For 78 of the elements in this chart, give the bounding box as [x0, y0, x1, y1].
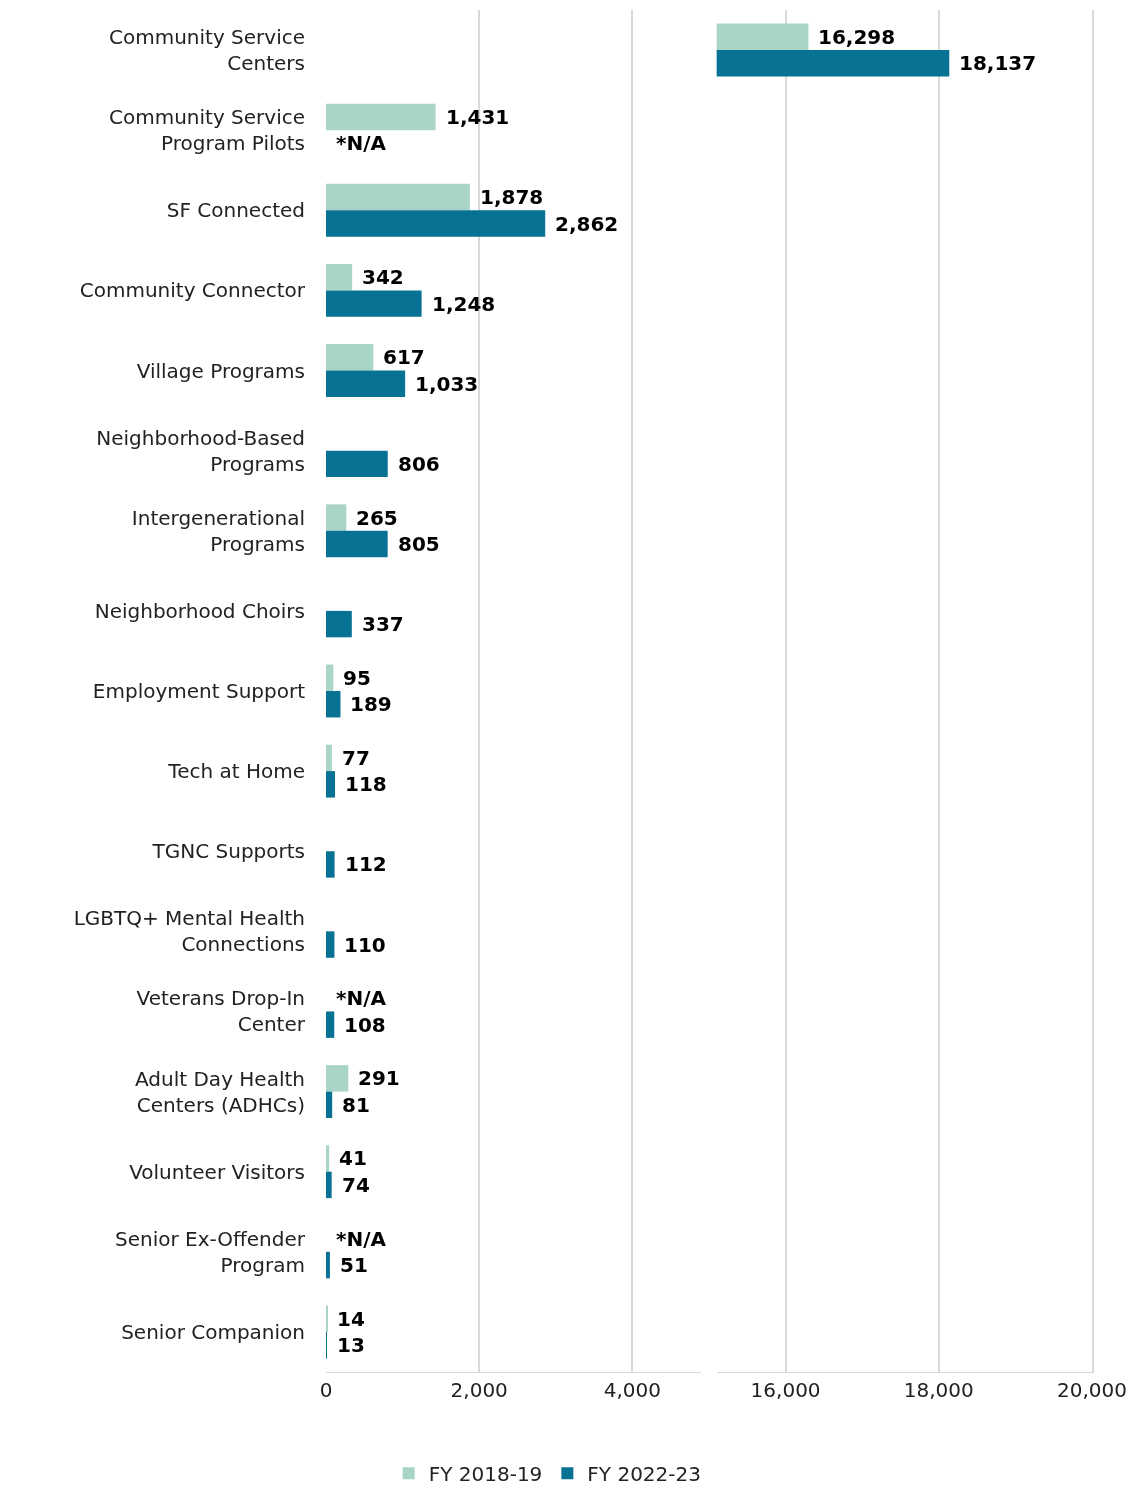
bar	[326, 344, 374, 371]
y-tick-label: Community Connector	[79, 278, 306, 303]
y-tick-label: Neighborhood Choirs	[94, 598, 305, 623]
bar	[326, 1251, 330, 1279]
y-tick-label: Neighborhood-Based Programs	[96, 425, 305, 476]
bar	[326, 1011, 335, 1038]
y-tick-label: Volunteer Visitors	[129, 1159, 305, 1184]
data-label: 108	[344, 1013, 386, 1037]
data-label: 189	[350, 692, 392, 716]
data-label: 1,033	[415, 372, 479, 396]
text: *N/A	[336, 131, 386, 155]
bar	[326, 1091, 333, 1119]
bar	[326, 851, 335, 878]
bar	[326, 450, 388, 478]
x-tick-label: 4,000	[603, 1378, 662, 1402]
bar	[326, 210, 546, 237]
data-label: 1,878	[480, 185, 544, 209]
bar	[326, 263, 353, 291]
data-label: 112	[345, 852, 387, 876]
bar	[326, 1145, 330, 1172]
data-label: 805	[398, 532, 440, 556]
y-tick-label: Adult Day Health Centers (ADHCs)	[135, 1066, 305, 1117]
data-label: 41	[339, 1146, 367, 1170]
bar	[326, 931, 335, 958]
x-tick-label: 20,000	[1057, 1378, 1127, 1402]
y-tick-label: SF Connected	[166, 198, 305, 223]
y-tick-label: TGNC Supports	[151, 839, 305, 864]
data-label: 337	[362, 612, 404, 636]
data-label: 18,137	[959, 51, 1037, 75]
data-label: 265	[356, 506, 398, 530]
legend-label: FY 2018-19	[428, 1462, 543, 1487]
bar	[326, 290, 422, 317]
y-tick-label: Senior Companion	[121, 1319, 305, 1344]
text: *N/A	[336, 986, 386, 1010]
y-tick-label: Village Programs	[136, 358, 305, 383]
data-label: 1,431	[446, 105, 510, 129]
data-label: 1,248	[432, 292, 496, 316]
data-label: 13	[337, 1333, 365, 1357]
x-tick-label: 2,000	[450, 1378, 508, 1402]
data-label: 342	[362, 265, 404, 289]
bar	[326, 1171, 332, 1199]
bar	[326, 744, 332, 772]
data-label: 77	[342, 746, 370, 770]
y-tick-label: Senior Ex-Offender Program	[114, 1226, 306, 1277]
bar	[326, 504, 347, 531]
x-tick-label: 16,000	[750, 1378, 821, 1402]
bar	[326, 771, 336, 798]
bar	[326, 664, 334, 691]
y-tick-label: Intergenerational Programs	[131, 505, 305, 556]
data-label: 110	[344, 933, 386, 957]
bar	[326, 691, 341, 718]
data-label: 81	[342, 1093, 370, 1117]
data-label: 2,862	[555, 212, 619, 236]
bar	[326, 103, 436, 131]
data-label: 14	[337, 1307, 365, 1331]
y-tick-label: Tech at Home	[167, 759, 305, 784]
x-tick-label: 18,000	[903, 1378, 974, 1402]
y-tick-label: Veterans Drop-In Center	[136, 986, 306, 1037]
data-label: 74	[342, 1173, 370, 1197]
bar	[326, 370, 406, 397]
y-tick-label: LGBTQ+ Mental Health Connections	[73, 906, 305, 957]
bar	[326, 610, 352, 638]
y-tick-label: Community Service Centers	[108, 25, 305, 76]
bar	[326, 183, 470, 211]
data-label: 118	[345, 772, 387, 796]
legend-label: FY 2022-23	[587, 1462, 701, 1487]
bar	[326, 530, 388, 558]
data-label: 16,298	[818, 25, 896, 49]
bar	[326, 1065, 349, 1092]
data-label: 95	[343, 666, 371, 690]
y-tick-label: Community Service Program Pilots	[108, 105, 305, 156]
data-label: 617	[383, 345, 425, 369]
text: *N/A	[336, 1227, 386, 1251]
data-label: 806	[398, 452, 440, 476]
x-tick-label: 0	[319, 1378, 333, 1402]
y-tick-label: Employment Support	[92, 679, 306, 703]
data-label: 51	[340, 1253, 368, 1277]
data-label: 291	[358, 1066, 400, 1090]
